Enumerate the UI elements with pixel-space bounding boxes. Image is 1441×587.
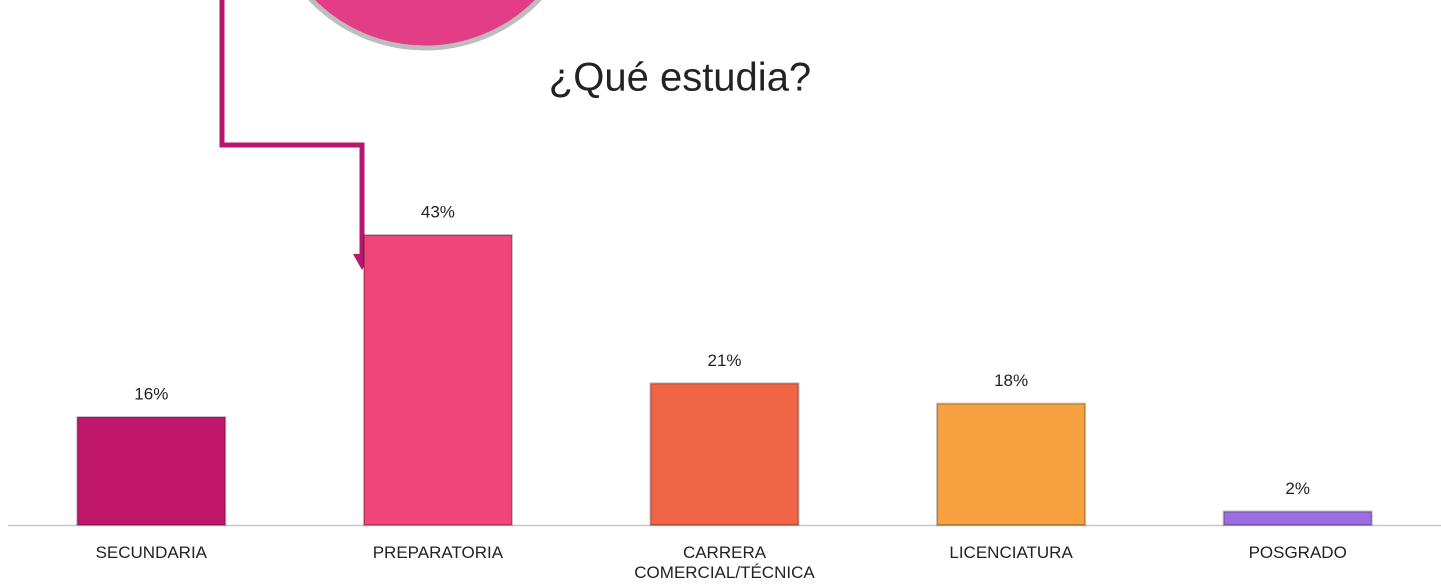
- bar: [936, 402, 1087, 526]
- data-label: 43%: [421, 202, 455, 221]
- bar: [362, 234, 513, 526]
- decor-circle: [308, 0, 542, 51]
- x-tick-label: SECUNDARIA: [95, 543, 208, 562]
- data-label: 16%: [134, 385, 168, 404]
- bar: [1222, 510, 1373, 526]
- chart-title: ¿Qué estudia?: [549, 56, 811, 100]
- data-label: 2%: [1285, 479, 1310, 498]
- data-label: 21%: [707, 351, 741, 370]
- bar: [76, 416, 227, 527]
- x-tick-label: CARRERA COMERCIAL/TÉCNICA: [634, 543, 815, 582]
- bar: [649, 382, 800, 526]
- x-tick-label: LICENCIATURA: [949, 543, 1073, 562]
- x-tick-label: PREPARATORIA: [372, 543, 504, 562]
- x-tick-label: POSGRADO: [1248, 543, 1347, 562]
- decor-arrow: [219, 0, 365, 258]
- data-label: 18%: [994, 371, 1028, 390]
